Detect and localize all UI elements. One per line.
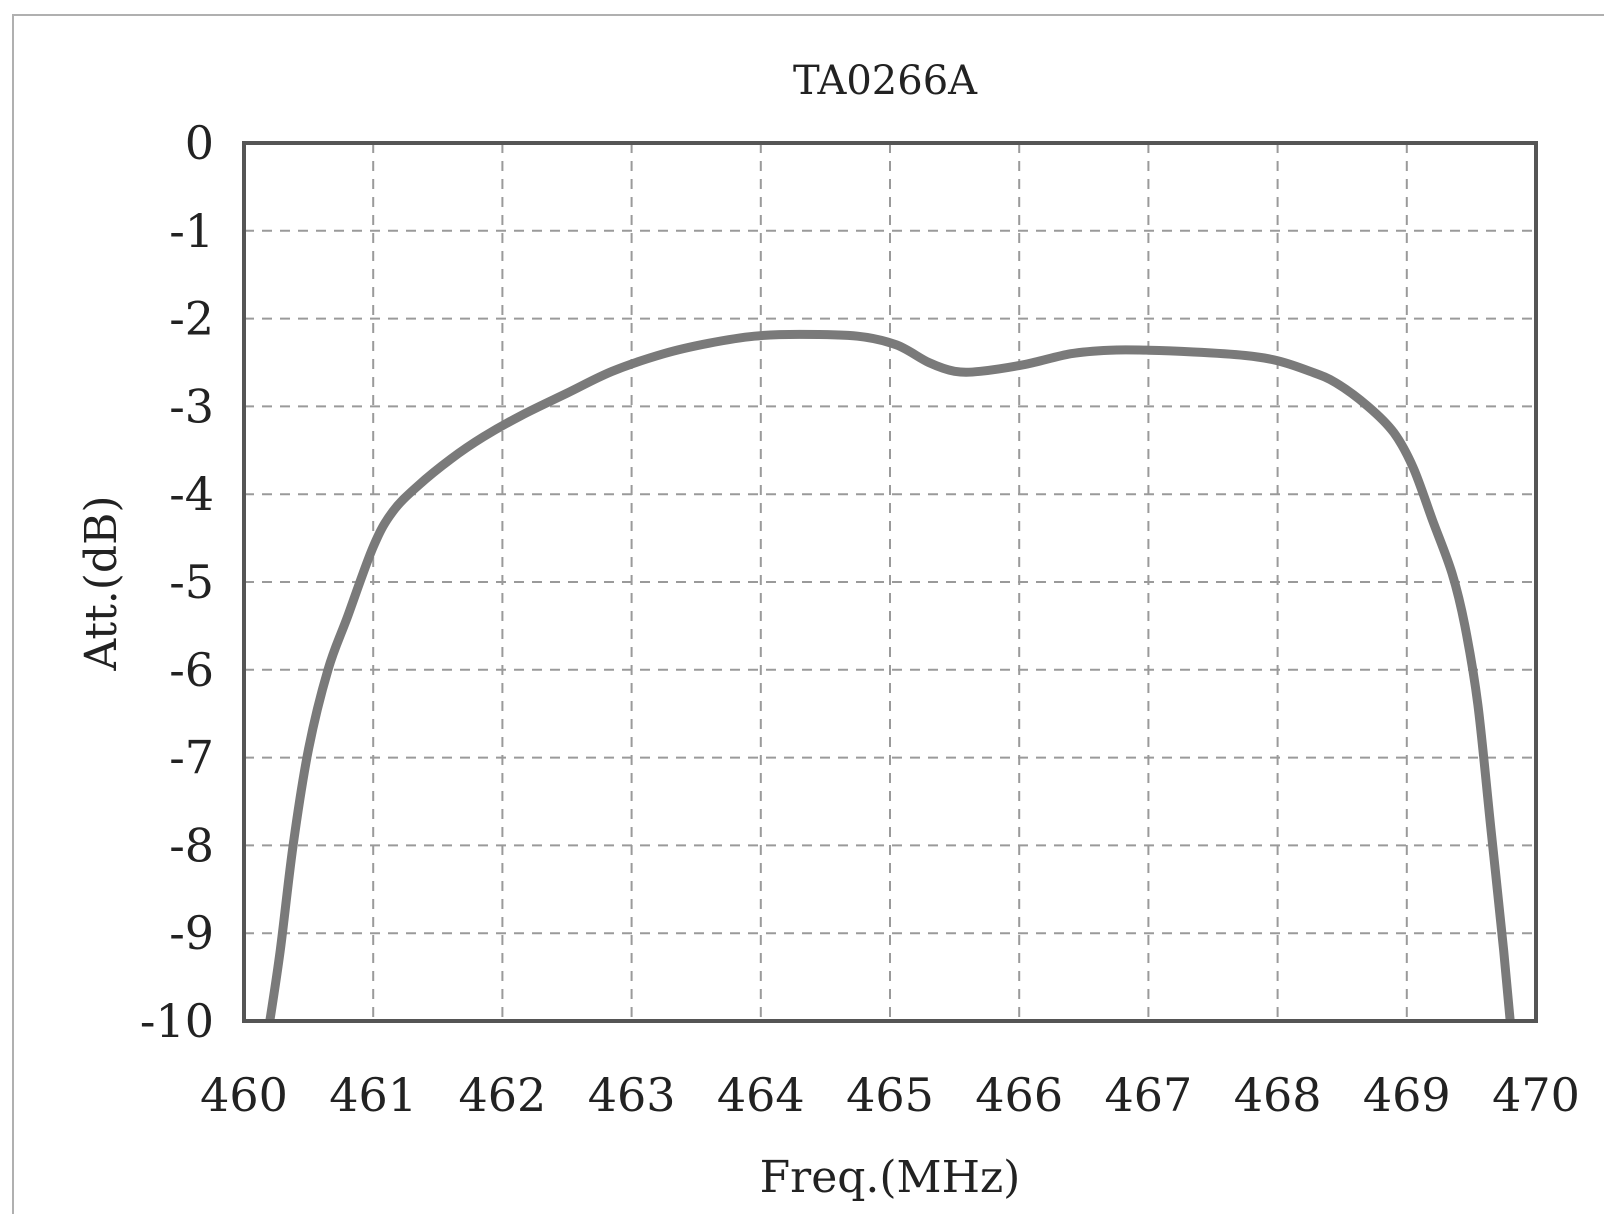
y-tick-label: -2 [169,292,214,346]
y-axis-label: Att.(dB) [76,495,127,671]
x-tick-label: 467 [1104,1068,1192,1122]
y-tick-label: 0 [185,116,214,170]
grid-lines [244,143,1536,1021]
chart-frame [12,14,1604,1214]
series-group [265,329,1515,1022]
y-tick-label: -10 [140,994,214,1048]
x-tick-label: 465 [846,1068,934,1122]
y-tick-label: -9 [169,906,214,960]
y-tick-label: -1 [169,204,214,258]
x-axis-label: Freq.(MHz) [760,1152,1021,1203]
y-tick-labels: 0 -1 -2 -3 -4 -5 -6 -7 -8 -9 -10 [140,116,214,1048]
y-tick-label: -6 [169,643,214,697]
x-tick-label: 469 [1363,1068,1451,1122]
series-line [265,329,1515,1022]
x-tick-label: 462 [458,1068,546,1122]
plot-area-border [242,141,1538,1023]
y-tick-label: -3 [169,379,214,433]
x-tick-label: 463 [588,1068,676,1122]
x-tick-label: 461 [329,1068,417,1122]
x-tick-label: 464 [717,1068,805,1122]
x-tick-label: 466 [975,1068,1063,1122]
y-tick-label: -5 [169,555,214,609]
x-tick-labels: 460 461 462 463 464 465 466 467 468 469 470 [200,1068,1580,1122]
x-tick-label: 468 [1234,1068,1322,1122]
chart-title: TA0266A [793,58,978,104]
y-tick-label: -8 [169,818,214,872]
y-tick-label: -4 [169,467,214,521]
x-tick-label: 470 [1492,1068,1580,1122]
x-tick-label: 460 [200,1068,288,1122]
y-tick-label: -7 [169,731,214,785]
